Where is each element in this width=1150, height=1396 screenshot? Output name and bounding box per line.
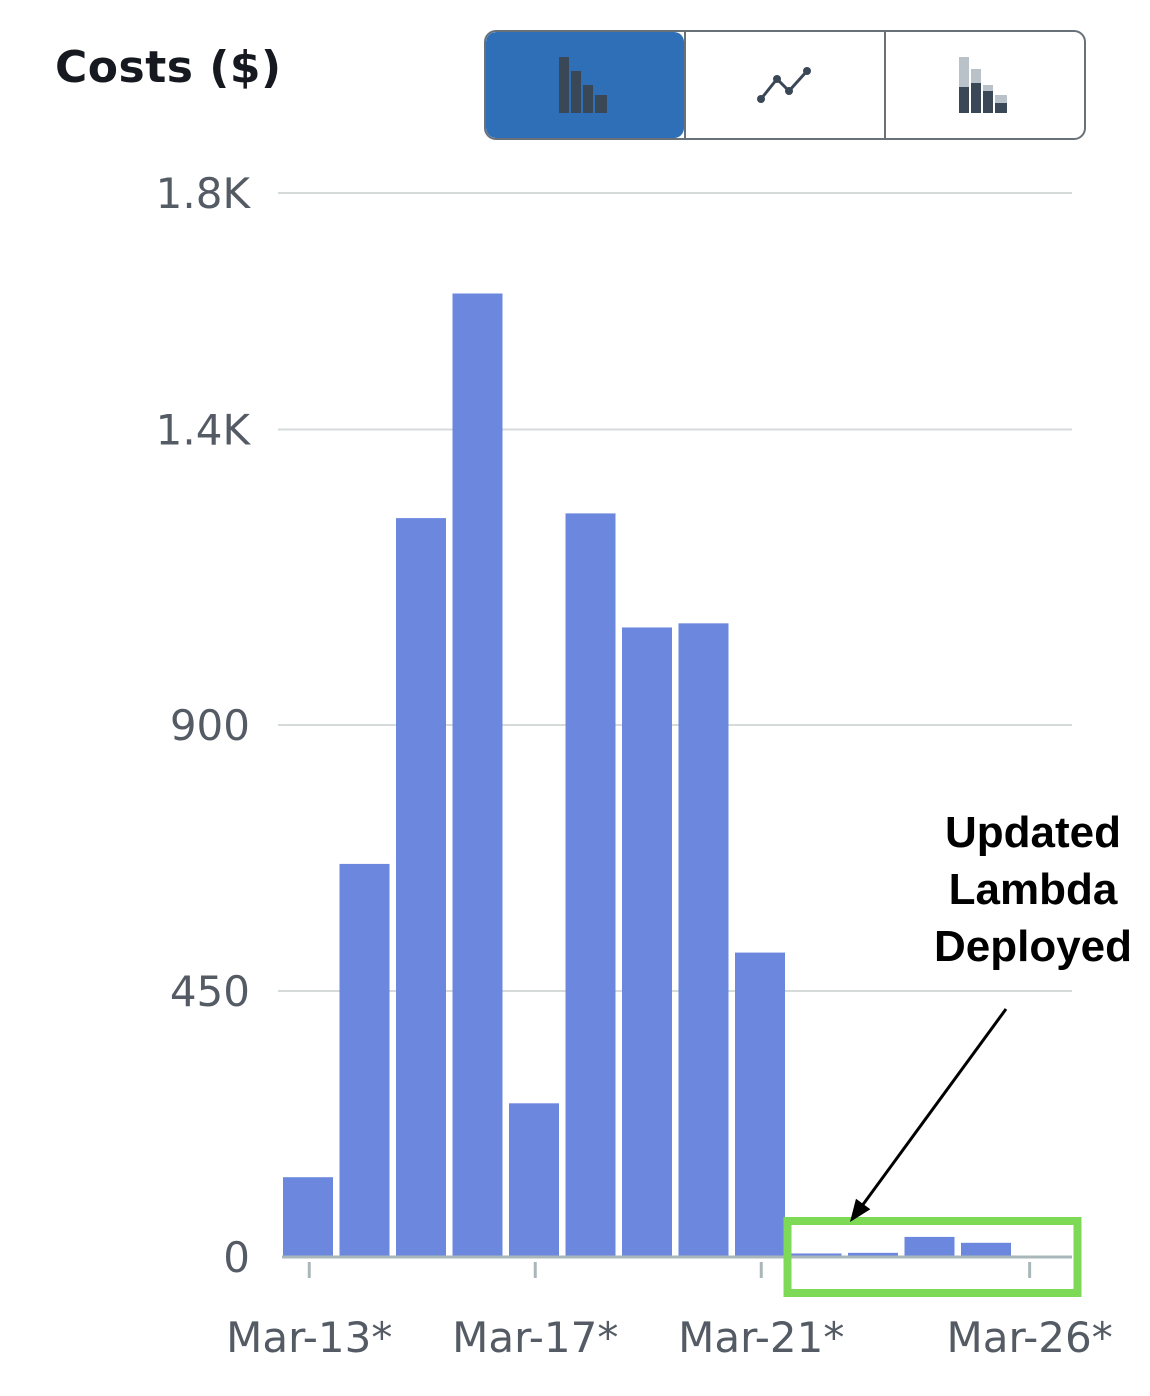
chart-type-toggle <box>484 30 1086 140</box>
arrowhead-icon <box>850 1198 871 1222</box>
x-tick-label: Mar-13* <box>226 1313 392 1362</box>
y-tick-label: 1.4K <box>156 405 252 454</box>
bar-mar-24[interactable] <box>904 1236 955 1257</box>
y-tick-label: 1.8K <box>156 169 252 218</box>
stacked-bar-chart-icon <box>959 57 1007 113</box>
y-tick-label: 450 <box>170 967 250 1016</box>
highlight-box <box>783 1217 1082 1297</box>
bar-chart-button[interactable] <box>486 32 684 138</box>
bar-mar-13[interactable] <box>283 1177 333 1257</box>
annotation-arrow <box>857 1008 1008 1211</box>
bar-mar-15[interactable] <box>396 518 446 1257</box>
bar-mar-18[interactable] <box>565 513 616 1257</box>
x-tick-label: Mar-26* <box>947 1313 1113 1362</box>
bar-mar-19[interactable] <box>622 627 672 1257</box>
y-tick-label: 0 <box>223 1233 250 1282</box>
annotation-text-line: Deployed <box>934 922 1132 971</box>
stacked-bar-chart-button[interactable] <box>884 32 1084 138</box>
x-tick-label: Mar-17* <box>452 1313 618 1362</box>
bar-mar-16[interactable] <box>452 293 503 1257</box>
bar-mar-20[interactable] <box>678 623 729 1257</box>
bar-chart-icon <box>559 57 607 113</box>
annotation-text-line: Lambda <box>949 865 1118 914</box>
bar-mar-14[interactable] <box>339 863 390 1257</box>
annotation-text-line: Updated <box>945 808 1121 857</box>
x-tick-label: Mar-21* <box>678 1313 844 1362</box>
bar-mar-21[interactable] <box>735 952 785 1257</box>
bar-mar-23[interactable] <box>848 1252 898 1257</box>
bar-mar-22[interactable] <box>791 1253 842 1257</box>
line-chart-icon <box>757 67 811 103</box>
y-tick-label: 900 <box>170 701 250 750</box>
y-axis-title: Costs ($) <box>55 42 282 93</box>
bar-mar-25[interactable] <box>961 1242 1011 1257</box>
bar-mar-17[interactable] <box>509 1103 559 1257</box>
line-chart-button[interactable] <box>684 32 884 138</box>
